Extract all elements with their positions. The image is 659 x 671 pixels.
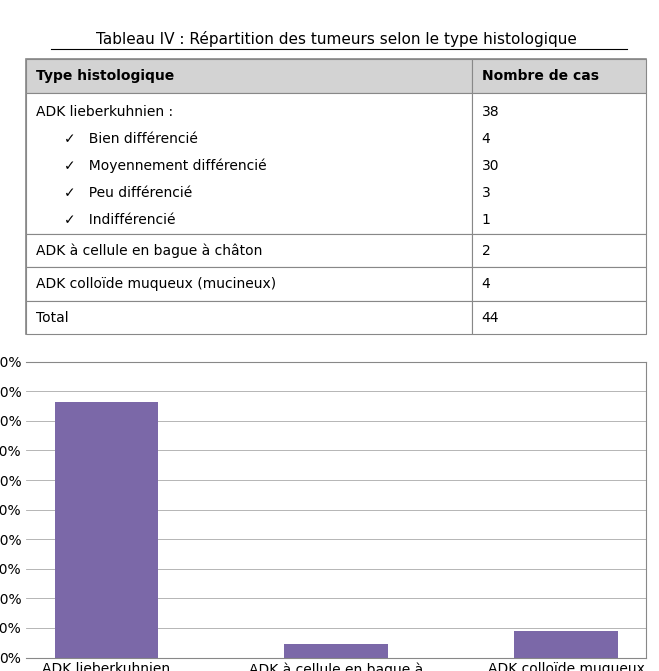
Text: Type histologique: Type histologique — [36, 69, 174, 83]
Text: ✓   Indifférencié: ✓ Indifférencié — [63, 213, 175, 227]
Text: ✓   Moyennement différencié: ✓ Moyennement différencié — [63, 159, 266, 173]
FancyBboxPatch shape — [26, 301, 473, 334]
Text: 44: 44 — [482, 311, 499, 325]
Text: ADK colloïde muqueux (mucineux): ADK colloïde muqueux (mucineux) — [36, 277, 275, 291]
Text: ADK lieberkuhnien :: ADK lieberkuhnien : — [36, 105, 173, 119]
Text: Nombre de cas: Nombre de cas — [482, 69, 598, 83]
FancyBboxPatch shape — [26, 267, 473, 301]
Text: ADK à cellule en bague à châton: ADK à cellule en bague à châton — [36, 244, 262, 258]
FancyBboxPatch shape — [473, 234, 646, 267]
Bar — [285, 644, 387, 658]
FancyBboxPatch shape — [473, 267, 646, 301]
Text: 2: 2 — [482, 244, 490, 258]
FancyBboxPatch shape — [26, 60, 473, 93]
Text: 4: 4 — [482, 277, 490, 291]
Text: 4: 4 — [482, 132, 490, 146]
FancyBboxPatch shape — [26, 93, 473, 234]
Text: ✓   Peu différencié: ✓ Peu différencié — [63, 186, 192, 200]
Text: ✓   Bien différencié: ✓ Bien différencié — [63, 132, 198, 146]
Text: 3: 3 — [482, 186, 490, 200]
Text: 38: 38 — [482, 105, 500, 119]
Text: Total: Total — [36, 311, 69, 325]
Text: Tableau IV : Répartition des tumeurs selon le type histologique: Tableau IV : Répartition des tumeurs sel… — [96, 32, 577, 48]
FancyBboxPatch shape — [26, 234, 473, 267]
FancyBboxPatch shape — [473, 301, 646, 334]
FancyBboxPatch shape — [473, 93, 646, 234]
Text: 30: 30 — [482, 159, 499, 173]
Bar — [514, 631, 617, 658]
Bar — [55, 402, 158, 658]
FancyBboxPatch shape — [473, 60, 646, 93]
Text: 1: 1 — [482, 213, 490, 227]
